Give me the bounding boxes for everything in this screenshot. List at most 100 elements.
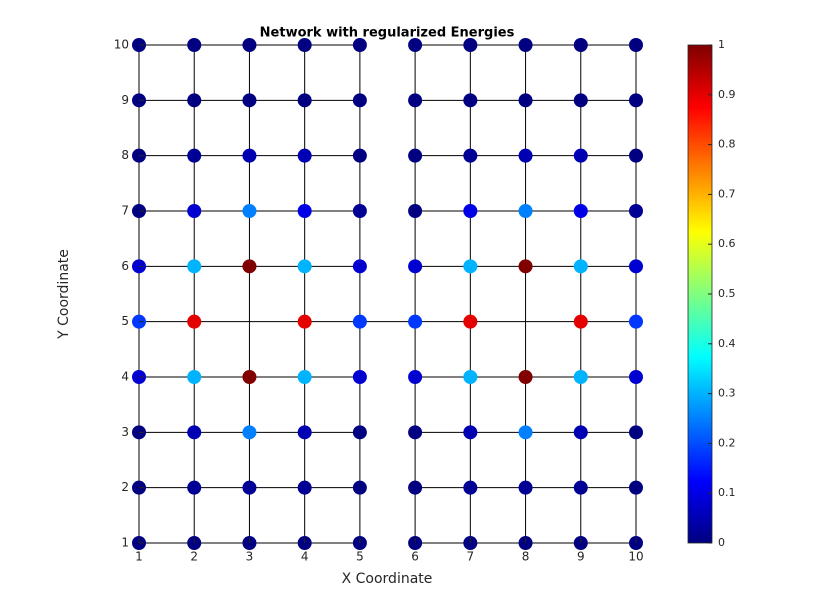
node [242, 93, 257, 108]
node [187, 259, 202, 274]
node [242, 425, 257, 440]
node [573, 204, 588, 218]
node [352, 148, 367, 163]
x-tick-label: 2 [190, 550, 198, 564]
node [297, 425, 312, 440]
y-tick-label: 10 [114, 38, 129, 52]
node [187, 314, 202, 329]
node [629, 314, 643, 329]
node [573, 259, 588, 274]
y-tick-label: 9 [121, 93, 129, 107]
node [187, 148, 202, 163]
node [408, 93, 423, 108]
node [352, 259, 367, 274]
node [352, 425, 367, 440]
node [352, 480, 367, 495]
node [297, 480, 312, 495]
y-tick-label: 7 [121, 204, 129, 218]
node [187, 480, 202, 495]
node [463, 259, 478, 274]
node [408, 204, 423, 218]
colorbar-tick-label: 0 [718, 536, 725, 549]
node [463, 480, 478, 495]
node [518, 148, 533, 163]
node [573, 314, 588, 329]
node [573, 425, 588, 440]
node [463, 370, 478, 384]
colorbar-tick-label: 0.1 [718, 486, 736, 499]
edges [138, 44, 637, 544]
node [518, 38, 533, 52]
colorbar-tick-label: 0.4 [718, 337, 736, 350]
node [352, 93, 367, 108]
x-tick-label: 10 [628, 550, 643, 564]
y-tick-label: 3 [121, 425, 129, 439]
node [352, 38, 367, 52]
node [297, 148, 312, 163]
colorbar-tick-label: 0.2 [718, 436, 736, 449]
node [242, 148, 257, 163]
x-tick-label: 8 [522, 550, 530, 564]
node [297, 314, 312, 329]
node [518, 370, 533, 384]
node [187, 38, 202, 52]
node [187, 204, 202, 218]
y-tick-label: 5 [121, 314, 129, 328]
node [242, 259, 257, 274]
node [242, 38, 257, 52]
node [629, 259, 643, 274]
x-tick-label: 5 [356, 550, 364, 564]
x-tick-label: 6 [411, 550, 419, 564]
y-tick-label: 6 [121, 259, 129, 273]
node [352, 370, 367, 384]
node [408, 314, 423, 329]
node [408, 38, 423, 52]
y-tick-label: 2 [121, 480, 129, 494]
node [573, 148, 588, 163]
y-tick-label: 1 [121, 536, 129, 550]
x-axis-label: X Coordinate [342, 571, 433, 587]
node [187, 93, 202, 108]
x-tick-label: 9 [577, 550, 585, 564]
node [463, 93, 478, 108]
x-tick-label: 4 [301, 550, 309, 564]
y-axis-label: Y Coordinate [56, 249, 72, 340]
node [408, 425, 423, 440]
node [352, 204, 367, 218]
colorbar-tick-label: 0.3 [718, 387, 736, 400]
colorbar-tick-label: 0.8 [718, 138, 736, 151]
colorbar-tick-label: 0.5 [718, 287, 736, 300]
node [408, 259, 423, 274]
x-tick-label: 3 [246, 550, 254, 564]
colorbar-tick-label: 0.6 [718, 237, 736, 250]
node [573, 93, 588, 108]
x-tick-label: 7 [467, 550, 475, 564]
node [463, 425, 478, 440]
node [242, 204, 257, 218]
node [463, 38, 478, 52]
node [629, 480, 643, 495]
node [463, 204, 478, 218]
node [297, 259, 312, 274]
nodes [132, 38, 643, 550]
node [573, 480, 588, 495]
node [518, 425, 533, 440]
y-tick-label: 4 [121, 370, 129, 384]
node [408, 148, 423, 163]
y-tick-label: 8 [121, 148, 129, 162]
node [242, 370, 257, 384]
colorbar-tick-label: 0.7 [718, 187, 736, 200]
node [573, 38, 588, 52]
node [573, 370, 588, 384]
node [297, 204, 312, 218]
node [518, 480, 533, 495]
node [629, 370, 643, 384]
node [629, 425, 643, 440]
node [187, 370, 202, 384]
colorbar-tick-label: 0.9 [718, 88, 736, 101]
node [463, 148, 478, 163]
node [629, 38, 643, 52]
node [352, 314, 367, 329]
